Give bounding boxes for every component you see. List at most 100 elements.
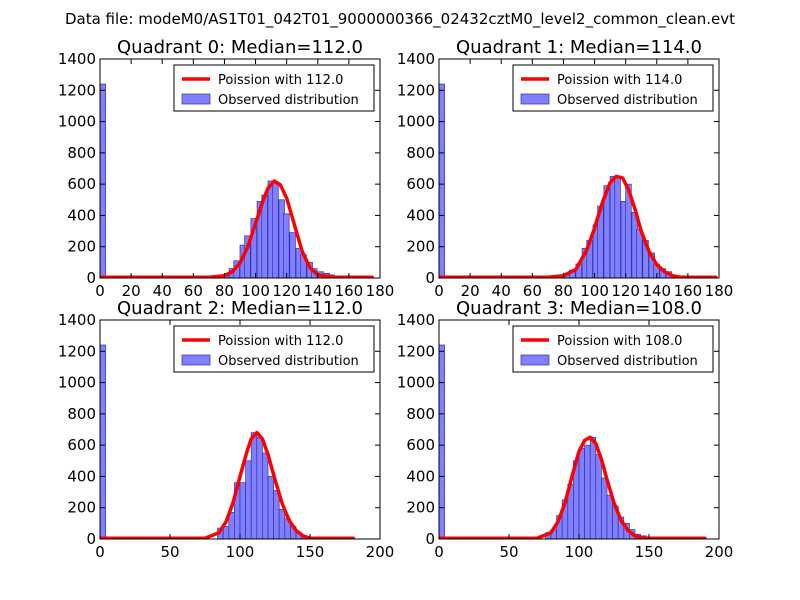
legend: Poission with 112.0 Observed distribution [173,64,375,112]
x-tick-label: 50 [499,543,518,561]
plot-area [439,344,707,539]
subplot-title: Quadrant 2: Median=112.0 [117,298,363,319]
histogram-bar [272,182,279,278]
x-tick-label: 160 [335,282,364,300]
x-tick-label: 0 [95,543,105,561]
histogram-bar [262,452,269,539]
x-tick-label: 0 [95,282,105,300]
subplot-quadrant-1: Quadrant 1: Median=114.00 20 40 60 80 100 120 1… [397,37,734,300]
histogram-bar [250,218,257,278]
y-tick-label: 0 [86,269,96,287]
x-tick-label: 200 [366,543,395,561]
histogram-bar [261,194,268,278]
y-tick-label: 1400 [58,311,96,329]
x-tick-label: 60 [184,282,203,300]
y-tick-label: 1400 [397,311,435,329]
x-tick-label: 0 [434,282,444,300]
histogram-bar [222,526,230,539]
plot-area [100,344,356,539]
y-tick-label: 1200 [397,342,435,360]
histogram-bar [614,177,621,278]
x-tick-label: 60 [523,282,542,300]
histogram-bar [584,444,591,539]
histogram-bar [636,229,643,278]
y-tick-label: 800 [406,405,435,423]
y-tick-label: 400 [67,467,96,485]
histogram-bar [289,232,296,278]
x-tick-label: 160 [674,282,703,300]
legend-label-observed: Observed distribution [218,354,359,369]
histogram-bar [595,454,602,539]
y-tick-label: 1000 [397,113,435,131]
histogram-bar [250,432,258,539]
legend-label-poisson: Poission with 112.0 [218,73,343,88]
poisson-curve-line [439,174,718,278]
x-tick-label: 140 [642,282,671,300]
histogram-bar [267,476,274,539]
x-tick-label: 100 [580,282,609,300]
y-tick-label: 200 [406,238,435,256]
histogram-bar [278,508,286,539]
histogram-bar [239,482,246,539]
y-tick-label: 0 [425,269,435,287]
x-tick-label: 80 [215,282,234,300]
figure-suptitle: Data file: modeM0/AS1T01_042T01_90000003… [65,10,735,29]
y-tick-label: 400 [406,467,435,485]
y-tick-label: 800 [406,144,435,162]
legend-bar-swatch [181,354,211,366]
y-tick-label: 1200 [58,81,96,99]
plot-area [100,83,374,278]
legend-label-observed: Observed distribution [557,93,698,108]
y-tick-label: 1200 [58,342,96,360]
legend-label-observed: Observed distribution [218,93,359,108]
axes-frame [99,58,381,279]
histogram-bar [439,83,445,278]
histogram-bar [283,213,290,278]
legend: Poission with 112.0 Observed distribution [173,325,375,373]
y-tick-label: 600 [406,175,435,193]
x-tick-label: 180 [705,282,734,300]
y-tick-label: 1400 [397,50,435,68]
y-tick-label: 600 [67,175,96,193]
x-tick-label: 20 [122,282,141,300]
y-tick-label: 1000 [397,374,435,392]
poisson-curve-line [100,179,374,278]
y-tick-label: 1000 [58,113,96,131]
x-tick-label: 140 [303,282,332,300]
x-tick-label: 20 [461,282,480,300]
y-tick-label: 400 [67,206,96,224]
x-tick-label: 100 [241,282,270,300]
subplot-quadrant-2: Quadrant 2: Median=112.0 0 50 100 150 200 0 200… [58,298,395,561]
subplot-title: Quadrant 3: Median=108.0 [456,298,702,319]
legend-label-poisson: Poission with 114.0 [557,73,682,88]
legend-label-poisson: Poission with 108.0 [557,334,682,349]
axes-frame [438,58,720,279]
y-tick-label: 800 [67,405,96,423]
x-tick-label: 150 [296,543,325,561]
plot-area [439,83,718,278]
histogram-bar [100,344,106,539]
x-tick-label: 100 [565,543,594,561]
subplot-title: Quadrant 0: Median=112.0 [117,37,363,58]
y-tick-label: 600 [406,436,435,454]
x-tick-label: 40 [153,282,172,300]
y-tick-label: 1400 [58,50,96,68]
legend-label-observed: Observed distribution [557,354,698,369]
histogram-bar [589,436,597,539]
y-tick-label: 1200 [397,81,435,99]
histogram-bar [606,494,613,539]
y-tick-label: 400 [406,206,435,224]
histogram-bar [100,83,106,278]
histogram-bar [245,460,252,539]
poisson-curve-line [100,430,356,539]
histogram-bar [439,344,445,539]
y-tick-label: 800 [67,144,96,162]
x-tick-label: 120 [611,282,640,300]
x-tick-label: 100 [226,543,255,561]
y-tick-label: 200 [67,238,96,256]
x-tick-label: 120 [272,282,301,300]
y-tick-label: 1000 [58,374,96,392]
y-tick-label: 0 [425,530,435,548]
legend: Poission with 108.0 Observed distribution [512,325,714,373]
